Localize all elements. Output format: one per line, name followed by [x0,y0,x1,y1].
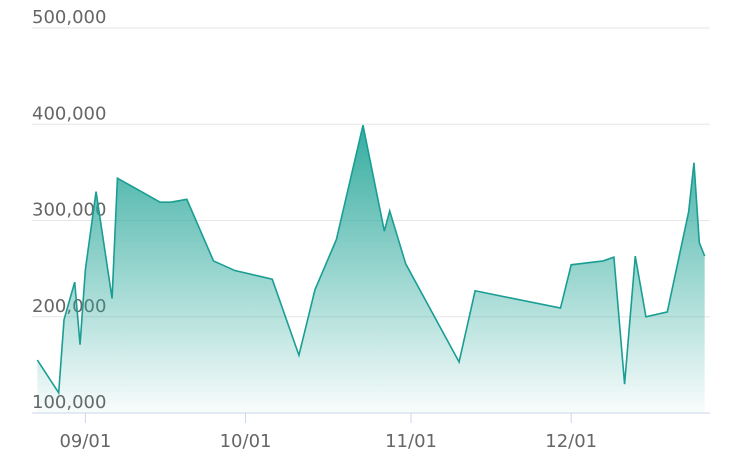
y-tick-label: 400,000 [32,103,106,124]
line [36,125,706,396]
x-tick-label: 09/01 [59,431,111,452]
area [37,125,705,414]
x-tick-label: 11/01 [385,431,437,452]
x-tick-label: 12/01 [545,431,597,452]
y-tick-label: 300,000 [32,200,106,221]
x-tick-label: 10/01 [220,431,272,452]
y-tick-label: 500,000 [32,7,106,28]
